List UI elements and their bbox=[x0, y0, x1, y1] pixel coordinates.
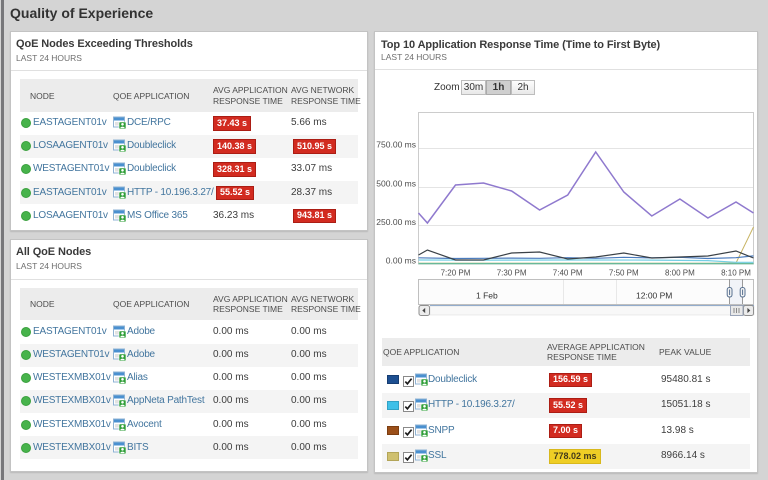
svg-text:7:40 PM: 7:40 PM bbox=[553, 269, 583, 278]
svg-text:7:20 PM: 7:20 PM bbox=[441, 269, 471, 278]
svg-text:0.00 ms: 0.00 ms bbox=[386, 256, 416, 266]
svg-text:7:50 PM: 7:50 PM bbox=[609, 269, 639, 278]
svg-text:1 Feb: 1 Feb bbox=[476, 291, 498, 301]
svg-text:8:00 PM: 8:00 PM bbox=[665, 269, 695, 278]
svg-text:250.00 ms: 250.00 ms bbox=[376, 217, 416, 227]
svg-text:7:30 PM: 7:30 PM bbox=[497, 269, 527, 278]
svg-text:12:00 PM: 12:00 PM bbox=[636, 291, 672, 301]
svg-text:500.00 ms: 500.00 ms bbox=[376, 179, 416, 189]
svg-text:750.00 ms: 750.00 ms bbox=[376, 140, 416, 150]
svg-text:8:10 PM: 8:10 PM bbox=[721, 269, 751, 278]
